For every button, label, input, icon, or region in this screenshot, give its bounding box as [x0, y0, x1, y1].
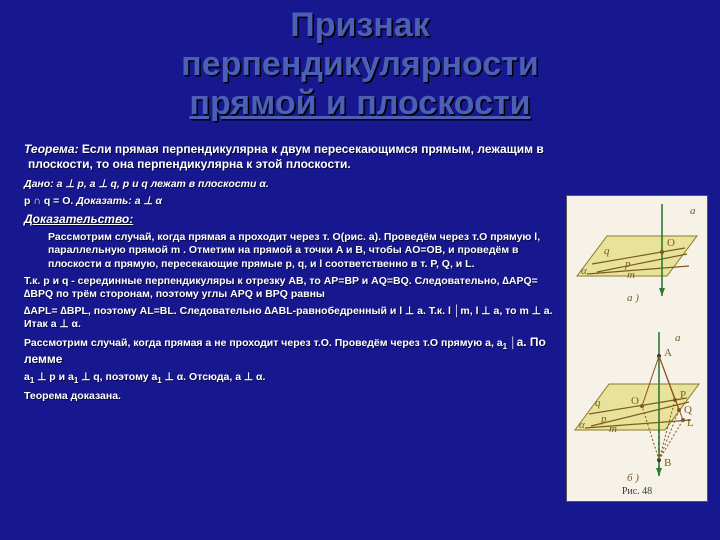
proof-p5: a1 ⊥ p и a1 ⊥ q, поэтому a1 ⊥ α. Отсюда,… — [24, 371, 554, 386]
label-O-b: O — [631, 395, 639, 407]
theorem: Теорема: Если прямая перпендикулярна к д… — [24, 142, 554, 172]
prove-text: a ⊥ α — [132, 195, 162, 207]
prove-line: p ∩ q = O. Доказать: a ⊥ α — [24, 195, 554, 208]
given-text: a ⊥ p, a ⊥ q, p и q лежат в плоскости α. — [54, 178, 269, 190]
label-P: P — [680, 389, 686, 401]
label-a-b: a — [675, 332, 681, 344]
label-p-b: p — [600, 413, 607, 425]
subfigure-b: a A B O P Q L q p m α б ) — [575, 332, 699, 484]
given-label: Дано: — [24, 178, 54, 190]
figure-caption: Рис. 48 — [567, 486, 707, 497]
label-a-top: a — [690, 205, 696, 217]
proof-p3a: ∆APL= ∆BPL, поэтому AL=BL. Следовательно… — [24, 305, 550, 317]
label-L: L — [687, 417, 694, 429]
title-line-3: прямой и плоскости — [0, 84, 720, 123]
label-A: A — [664, 347, 672, 359]
arrow-a-b — [656, 468, 662, 476]
arrow-a-top — [659, 288, 665, 296]
label-q-a: q — [604, 245, 610, 257]
label-fa: а ) — [627, 292, 639, 304]
label-fb: б ) — [627, 472, 639, 484]
label-m-a: m — [627, 269, 635, 281]
text-content: Теорема: Если прямая перпендикулярна к д… — [24, 142, 554, 408]
proof-p4: Рассмотрим случай, когда прямая a не про… — [24, 335, 554, 367]
proof-p5d: ⊥ α. Отсюда, a ⊥ α. — [162, 371, 266, 383]
proof-p4b: │ — [507, 337, 516, 349]
intersect-text: p ∩ q = O. — [24, 195, 76, 207]
proof-p4a: Рассмотрим случай, когда прямая a не про… — [24, 337, 503, 349]
proof-p3: ∆APL= ∆BPL, поэтому AL=BL. Следовательно… — [24, 305, 554, 331]
label-q-b: q — [595, 397, 601, 409]
label-alpha-a: α — [581, 265, 587, 277]
title-line-2: перпендикулярности — [0, 45, 720, 84]
label-alpha-b: α — [579, 419, 585, 431]
slide: Признак перпендикулярности прямой и плос… — [0, 0, 720, 540]
given-line: Дано: a ⊥ p, a ⊥ q, p и q лежат в плоско… — [24, 178, 554, 191]
theorem-text: Если прямая перпендикулярна к двум перес… — [28, 142, 544, 171]
label-m-b: m — [609, 423, 617, 435]
subfigure-a: a q p m α O а ) — [577, 204, 697, 304]
label-B: B — [664, 457, 671, 469]
proof-p6: Теорема доказана. — [24, 390, 554, 403]
title-line-1: Признак — [0, 6, 720, 45]
label-O-a: O — [667, 237, 675, 249]
proof-label: Доказательство: — [24, 212, 554, 227]
slide-title: Признак перпендикулярности прямой и плос… — [0, 0, 720, 123]
proof-p5b: ⊥ p и a — [34, 371, 74, 383]
figure-svg: a q p m α O а ) — [567, 196, 707, 486]
proof-p2: Т.к. p и q - серединные перпендикуляры к… — [24, 275, 554, 301]
proof-p1: Рассмотрим случай, когда прямая a проход… — [24, 231, 554, 270]
label-Q: Q — [684, 404, 692, 416]
figure: a q p m α O а ) — [566, 195, 708, 502]
theorem-label: Теорема: — [24, 142, 79, 156]
proof-p5c: ⊥ q, поэтому a — [78, 371, 157, 383]
prove-label: Доказать: — [76, 195, 132, 207]
point-O-a — [660, 250, 664, 254]
